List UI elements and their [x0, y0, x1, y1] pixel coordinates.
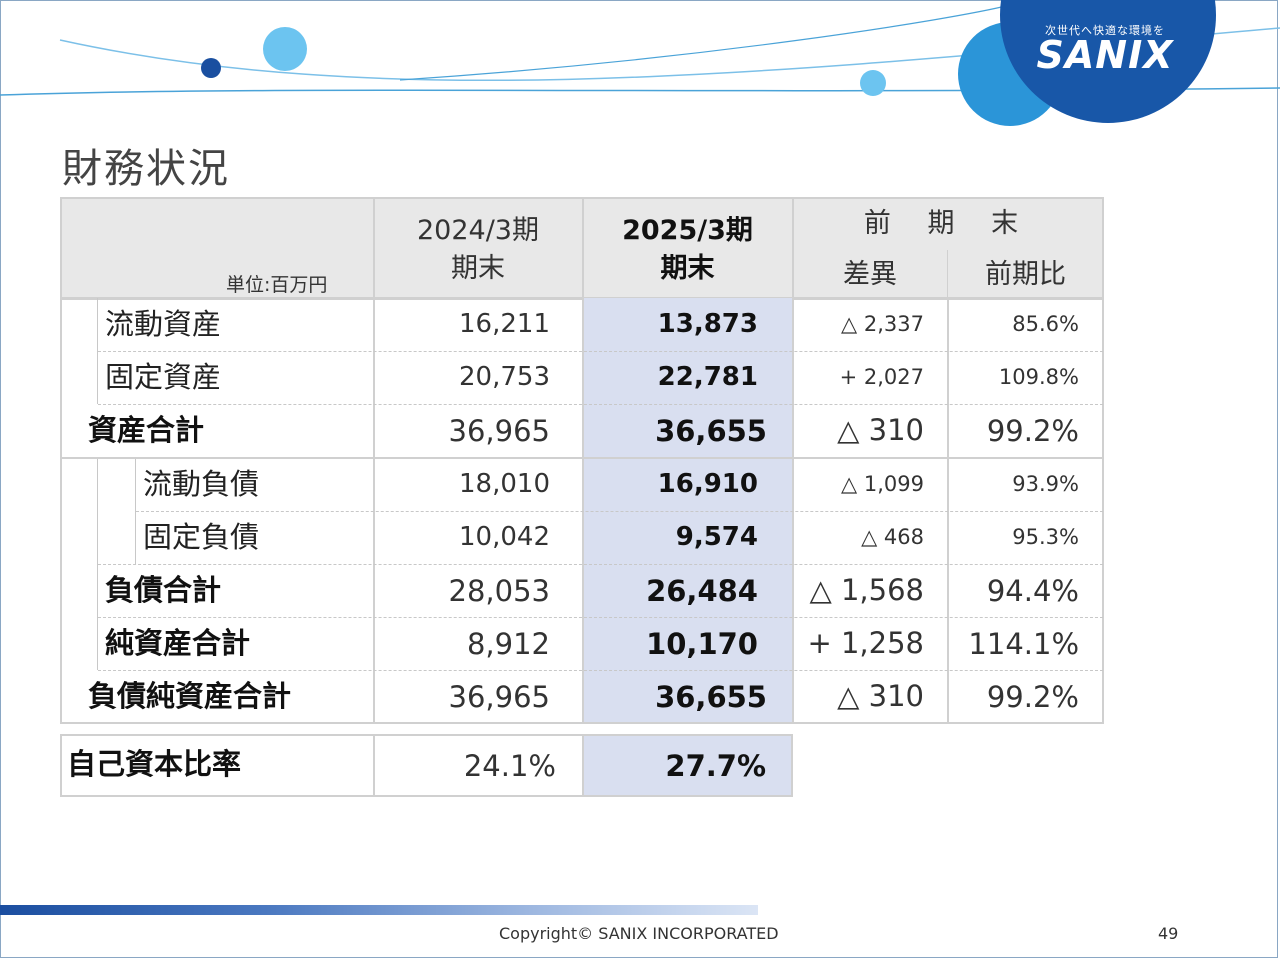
cell-prev: 20,753 [459, 362, 550, 392]
header-decoration [0, 0, 1280, 126]
indent-line [97, 458, 98, 670]
cell-ratio: 93.9% [1012, 472, 1079, 496]
cell-prev: 10,042 [459, 522, 550, 552]
cell-curr: 16,910 [657, 469, 758, 499]
cell-prev: 8,912 [466, 627, 550, 661]
row-label-grand-total: 負債純資産合計 [88, 679, 292, 713]
row-label-total: 資産合計 [88, 413, 205, 447]
header-curr-period-sub: 期末 [660, 253, 715, 284]
sanix-logo: SANIX [1036, 33, 1174, 77]
bubble-small-dark-icon [201, 58, 221, 78]
cell-diff: △ 2,337 [841, 312, 924, 336]
cell-prev: 16,211 [459, 309, 550, 339]
header-diff: 差異 [843, 259, 897, 290]
unit-label: 単位:百万円 [226, 274, 328, 296]
row-label-total: 負債合計 [105, 573, 222, 607]
cell-diff: △ 1,568 [809, 573, 924, 607]
col-divider [582, 198, 584, 723]
row-label: 固定負債 [143, 520, 260, 554]
cell-ratio: 99.2% [986, 680, 1079, 714]
bubble-small-light-icon [860, 70, 886, 96]
equity-ratio-table [60, 734, 793, 797]
header-group-prev-end: 前 期 末 [863, 208, 1033, 239]
row-divider [98, 351, 1103, 352]
equity-ratio-prev: 24.1% [463, 749, 556, 783]
row-divider [98, 617, 1103, 618]
row-label: 固定資産 [105, 360, 222, 394]
col-divider [947, 298, 949, 723]
row-divider [98, 564, 1103, 565]
cell-curr: 22,781 [657, 362, 758, 392]
bubble-large-icon [263, 27, 307, 71]
cell-ratio: 99.2% [986, 414, 1079, 448]
row-divider [98, 670, 1103, 671]
col-divider [792, 198, 794, 723]
cell-ratio: 85.6% [1012, 312, 1079, 336]
row-divider [61, 457, 1103, 459]
footer-bar [0, 905, 758, 915]
page-title: 財務状況 [62, 146, 230, 192]
indent-line [135, 458, 136, 564]
row-label: 流動負債 [143, 467, 260, 501]
row-divider [98, 404, 1103, 405]
cell-ratio: 109.8% [998, 365, 1079, 389]
cell-curr: 36,655 [655, 680, 767, 714]
cell-diff: + 2,027 [839, 365, 924, 389]
cell-diff: △ 310 [837, 413, 924, 447]
header-prev-period: 2024/3期 [417, 215, 539, 246]
cell-curr: 26,484 [646, 574, 758, 608]
col-divider [947, 250, 948, 297]
cell-prev: 36,965 [448, 414, 550, 448]
cell-diff: △ 468 [861, 525, 924, 549]
indent-line [97, 298, 98, 404]
copyright-text: Copyright© SANIX INCORPORATED [499, 924, 779, 943]
cell-curr: 36,655 [655, 414, 767, 448]
equity-ratio-curr: 27.7% [665, 749, 766, 783]
col-divider [373, 736, 375, 795]
cell-prev: 36,965 [448, 680, 550, 714]
col-divider [373, 198, 375, 723]
cell-curr: 10,170 [646, 627, 758, 661]
header-ratio: 前期比 [985, 259, 1066, 290]
header-curr-period: 2025/3期 [622, 215, 753, 246]
cell-prev: 28,053 [448, 574, 550, 608]
cell-ratio: 95.3% [1012, 525, 1079, 549]
logo-circle-dark-icon [1000, 0, 1216, 123]
cell-prev: 18,010 [459, 469, 550, 499]
col-divider [582, 736, 584, 795]
cell-diff: △ 1,099 [841, 472, 924, 496]
equity-ratio-highlight [583, 736, 791, 795]
cell-diff: + 1,258 [807, 626, 924, 660]
cell-curr: 9,574 [675, 522, 758, 552]
equity-ratio-label: 自己資本比率 [67, 747, 242, 781]
cell-curr: 13,873 [657, 309, 758, 339]
row-divider [136, 511, 1103, 512]
header-prev-period-sub: 期末 [451, 253, 505, 284]
row-label: 流動資産 [105, 307, 222, 341]
logo-tagline: 次世代へ快適な環境を [1045, 24, 1165, 37]
current-period-highlight [583, 298, 792, 723]
cell-ratio: 114.1% [968, 627, 1079, 661]
cell-diff: △ 310 [837, 679, 924, 713]
cell-ratio: 94.4% [986, 574, 1079, 608]
page-number: 49 [1158, 924, 1179, 943]
row-label-total: 純資産合計 [105, 626, 251, 660]
